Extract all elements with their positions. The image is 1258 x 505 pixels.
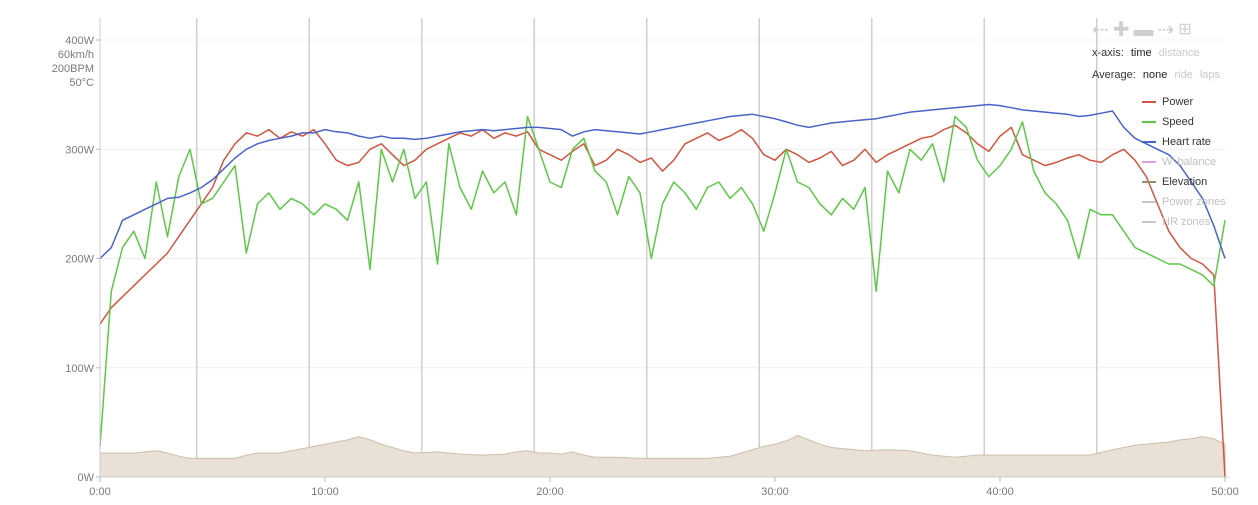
x-tick-label: 20:00	[536, 486, 564, 498]
y-top-label: 200BPM	[52, 63, 94, 75]
xaxis-row: x-axis: time distance	[1092, 42, 1242, 64]
axis-layer: 0W 100W 200W 300W 400W 60km/h 200BPM 50°C 0:00 10…	[52, 18, 1239, 498]
average-option-laps[interactable]: laps	[1199, 69, 1221, 81]
x-tick-label: 10:00	[311, 486, 339, 498]
legend-label: Heart rate	[1162, 136, 1211, 148]
heart-rate-line	[99, 103, 1226, 260]
y-top-label: 50°C	[69, 77, 94, 89]
zoom-in-icon[interactable]: ✚	[1112, 19, 1130, 41]
legend-item-w-balance[interactable]: W' balance	[1142, 152, 1242, 172]
elevation-layer	[99, 434, 1226, 478]
x-tick-label: 0:00	[89, 486, 110, 498]
xaxis-option-distance[interactable]: distance	[1158, 47, 1200, 59]
y-tick-label: 300W	[65, 144, 94, 156]
legend-swatch	[1142, 121, 1156, 123]
average-label: Average:	[1092, 69, 1136, 81]
xaxis-label: x-axis:	[1092, 47, 1124, 59]
y-tick-label: 0W	[78, 472, 95, 484]
legend-swatch	[1142, 221, 1156, 223]
elevation-area	[99, 434, 1226, 478]
y-tick-label: 100W	[65, 363, 94, 375]
average-option-ride[interactable]: ride	[1174, 69, 1193, 81]
arrow-right-icon[interactable]: ⇢	[1157, 19, 1175, 41]
zoom-nav: ⇠ ✚ ▬ ⇢ ⊞	[1092, 18, 1242, 42]
series-layer[interactable]	[99, 103, 1226, 478]
grid-layer	[100, 39, 1225, 478]
legend-label: Elevation	[1162, 176, 1208, 188]
legend-label: Power	[1162, 96, 1194, 108]
power-line	[99, 124, 1226, 478]
average-option-none[interactable]: none	[1142, 69, 1168, 81]
x-tick-label: 50:00	[1211, 486, 1239, 498]
legend-swatch	[1142, 181, 1156, 183]
legend-item-speed[interactable]: Speed	[1142, 112, 1242, 132]
legend-label: Power zones	[1162, 196, 1226, 208]
x-tick-label: 30:00	[761, 486, 789, 498]
chart-controls: ⇠ ✚ ▬ ⇢ ⊞ x-axis: time distance Average:…	[1092, 18, 1242, 232]
speed-line	[99, 115, 1226, 447]
average-row: Average: none ride laps	[1092, 64, 1242, 86]
y-tick-label: 200W	[65, 254, 94, 266]
legend: Power Speed Heart rate W' balance Elevat…	[1142, 92, 1242, 232]
zoom-reset-icon[interactable]: ⊞	[1178, 21, 1192, 38]
legend-item-power-zones[interactable]: Power zones	[1142, 192, 1242, 212]
x-tick-label: 40:00	[986, 486, 1014, 498]
legend-item-heart-rate[interactable]: Heart rate	[1142, 132, 1242, 152]
xaxis-option-time[interactable]: time	[1130, 47, 1152, 59]
legend-label: W' balance	[1162, 156, 1217, 168]
y-top-label: 400W	[65, 35, 94, 47]
legend-item-power[interactable]: Power	[1142, 92, 1242, 112]
arrow-left-icon[interactable]: ⇠	[1092, 19, 1109, 41]
lap-markers-layer	[196, 18, 1098, 477]
legend-swatch	[1142, 101, 1156, 103]
legend-item-elevation[interactable]: Elevation	[1142, 172, 1242, 192]
y-top-label: 60km/h	[58, 49, 94, 61]
legend-label: HR zones	[1162, 216, 1211, 228]
legend-label: Speed	[1162, 116, 1194, 128]
zoom-out-icon[interactable]: ▬	[1133, 19, 1154, 41]
legend-swatch	[1142, 161, 1156, 163]
legend-swatch	[1142, 201, 1156, 203]
legend-swatch	[1142, 141, 1156, 143]
legend-item-hr-zones[interactable]: HR zones	[1142, 212, 1242, 232]
